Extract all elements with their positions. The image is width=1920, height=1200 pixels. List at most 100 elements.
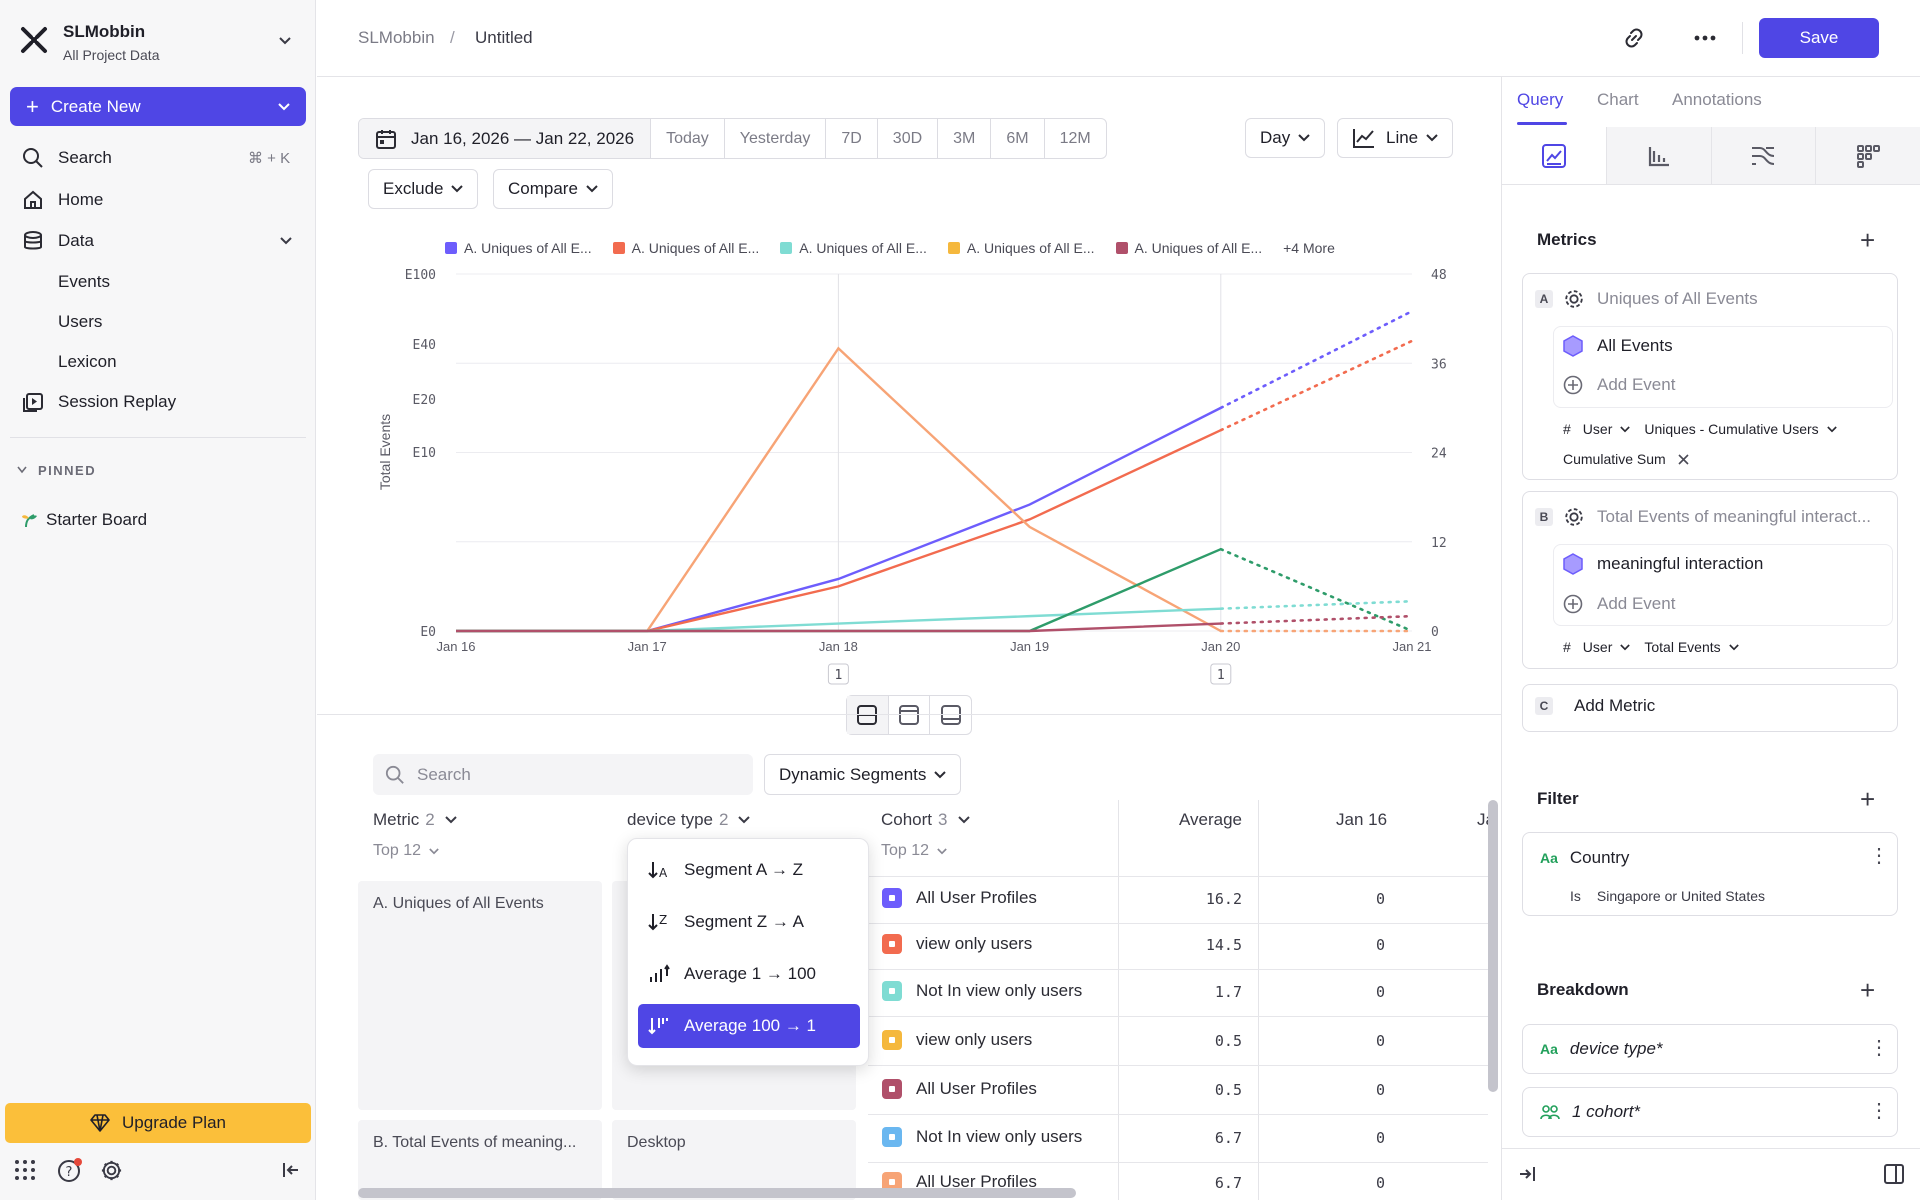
apps-grid-icon[interactable]: [14, 1159, 36, 1181]
report-type-flows[interactable]: [1710, 127, 1816, 184]
gear-icon[interactable]: [100, 1159, 123, 1182]
sidebar-item-events[interactable]: Events: [58, 272, 110, 291]
unit-select[interactable]: User: [1582, 639, 1613, 655]
filter-card[interactable]: [1522, 832, 1898, 916]
column-header-jan-16[interactable]: Jan 16: [1336, 810, 1388, 829]
more-vertical-icon[interactable]: ⋮: [1869, 1100, 1889, 1122]
preset-30d[interactable]: 30D: [876, 119, 937, 158]
column-header-metric[interactable]: Metric 2: [373, 810, 457, 830]
interval-select[interactable]: Day: [1245, 118, 1326, 158]
sidebar-item-lexicon[interactable]: Lexicon: [58, 352, 117, 371]
metric-name[interactable]: Uniques of All Events: [1597, 289, 1758, 308]
preset-12m[interactable]: 12M: [1043, 119, 1106, 158]
report-type-retention[interactable]: [1815, 127, 1920, 184]
breadcrumb-project[interactable]: SLMobbin: [358, 28, 435, 47]
chevron-down-icon[interactable]: [280, 237, 292, 245]
unit-select[interactable]: User: [1582, 421, 1613, 437]
column-header-cohort[interactable]: Cohort 3: [881, 810, 970, 830]
date-range-picker[interactable]: Jan 16, 2026 — Jan 22, 2026: [359, 119, 651, 158]
modifier-chip[interactable]: Cumulative Sum: [1563, 451, 1666, 467]
legend-item[interactable]: A. Uniques of All E...: [612, 240, 759, 256]
report-type-insights[interactable]: [1502, 127, 1606, 184]
vertical-scrollbar[interactable]: [1488, 800, 1498, 1092]
layout-split-button[interactable]: [847, 696, 888, 734]
preset-yesterday[interactable]: Yesterday: [723, 119, 826, 158]
filter-property[interactable]: Country: [1569, 848, 1630, 867]
table-row[interactable]: Not In view only users: [882, 981, 1082, 1001]
table-row[interactable]: view only users: [882, 1030, 1032, 1050]
create-new-button[interactable]: + Create New: [10, 87, 306, 126]
chevron-down-icon[interactable]: [1620, 425, 1631, 433]
help-icon[interactable]: ?: [57, 1157, 83, 1183]
measure-select[interactable]: Total Events: [1644, 639, 1721, 655]
settings-icon[interactable]: [1563, 288, 1585, 310]
table-row[interactable]: All User Profiles: [882, 1079, 1037, 1099]
report-type-funnels[interactable]: [1605, 127, 1711, 184]
table-row[interactable]: view only users: [882, 934, 1032, 954]
legend-more-button[interactable]: +4 More: [1283, 240, 1335, 256]
table-row[interactable]: All User Profiles: [882, 1172, 1037, 1188]
column-header-device-type[interactable]: device type 2: [627, 810, 751, 830]
preset-7d[interactable]: 7D: [825, 119, 876, 158]
preset-6m[interactable]: 6M: [990, 119, 1043, 158]
preset-3m[interactable]: 3M: [937, 119, 990, 158]
chevron-down-icon[interactable]: [17, 466, 27, 474]
chevron-down-icon[interactable]: [278, 36, 292, 46]
sort-segment-desc[interactable]: Z Segment Z → A: [638, 900, 860, 944]
add-event-button[interactable]: Add Event: [1563, 375, 1675, 395]
breakdown-card[interactable]: [1522, 1024, 1898, 1074]
table-row[interactable]: All User Profiles: [882, 888, 1037, 908]
settings-icon[interactable]: [1563, 506, 1585, 528]
metric-top-select[interactable]: Top 12: [373, 842, 439, 860]
exclude-button[interactable]: Exclude: [368, 169, 479, 209]
link-icon[interactable]: [1622, 26, 1646, 50]
chevron-down-icon[interactable]: [1826, 425, 1837, 433]
upgrade-plan-button[interactable]: Upgrade Plan: [5, 1103, 311, 1143]
layout-chart-only-button[interactable]: [887, 696, 930, 734]
add-event-button[interactable]: Add Event: [1563, 594, 1675, 614]
save-button[interactable]: Save: [1759, 18, 1879, 58]
sort-segment-asc[interactable]: A Segment A → Z: [638, 848, 860, 892]
expand-panel-icon[interactable]: [1518, 1165, 1536, 1183]
chart-type-select[interactable]: Line: [1337, 118, 1454, 158]
sidebar-item-session-replay[interactable]: Session Replay: [22, 387, 176, 417]
chevron-down-icon[interactable]: [1728, 643, 1739, 651]
add-metric-button[interactable]: [1522, 684, 1898, 732]
measure-select[interactable]: Uniques - Cumulative Users: [1644, 421, 1819, 437]
sidebar-item-users[interactable]: Users: [58, 312, 103, 331]
compare-button[interactable]: Compare: [493, 169, 613, 209]
event-row[interactable]: All Events: [1563, 335, 1673, 357]
dynamic-segments-button[interactable]: Dynamic Segments: [764, 754, 962, 795]
legend-item[interactable]: A. Uniques of All E...: [445, 240, 592, 256]
add-metric-plus-icon[interactable]: +: [1860, 225, 1876, 255]
sort-average-asc[interactable]: Average 1 → 100: [638, 952, 860, 996]
tab-query[interactable]: Query: [1517, 90, 1564, 109]
horizontal-scrollbar[interactable]: [358, 1188, 1076, 1198]
org-scope[interactable]: All Project Data: [63, 47, 160, 63]
table-search-input[interactable]: Search: [373, 754, 753, 795]
add-breakdown-plus-icon[interactable]: +: [1860, 975, 1876, 1005]
breakdown-card[interactable]: [1522, 1087, 1898, 1137]
report-title[interactable]: Untitled: [475, 28, 533, 47]
sort-average-desc[interactable]: Average 100 → 1: [638, 1004, 860, 1048]
panel-toggle-icon[interactable]: [1884, 1164, 1904, 1184]
table-row[interactable]: Not In view only users: [882, 1127, 1082, 1147]
collapse-sidebar-icon[interactable]: [282, 1161, 300, 1179]
legend-item[interactable]: A. Uniques of All E...: [1115, 240, 1262, 256]
column-header-next[interactable]: Ja: [1477, 810, 1489, 829]
filter-value[interactable]: Singapore or United States: [1596, 888, 1765, 904]
metric-name[interactable]: Total Events of meaningful interact...: [1597, 507, 1872, 526]
sidebar-item-home[interactable]: Home: [22, 185, 103, 215]
tab-annotations[interactable]: Annotations: [1672, 90, 1762, 109]
org-name[interactable]: SLMobbin: [63, 22, 146, 41]
sidebar-item-data[interactable]: Data: [22, 226, 292, 256]
chevron-down-icon[interactable]: [1620, 643, 1631, 651]
chevron-down-icon[interactable]: [278, 102, 290, 111]
close-icon[interactable]: [1678, 453, 1689, 465]
layout-table-only-button[interactable]: [929, 696, 971, 734]
tab-chart[interactable]: Chart: [1597, 90, 1639, 109]
event-row[interactable]: meaningful interaction: [1563, 553, 1763, 575]
add-filter-plus-icon[interactable]: +: [1860, 784, 1876, 814]
more-vertical-icon[interactable]: ⋮: [1869, 845, 1889, 867]
legend-item[interactable]: A. Uniques of All E...: [947, 240, 1095, 256]
